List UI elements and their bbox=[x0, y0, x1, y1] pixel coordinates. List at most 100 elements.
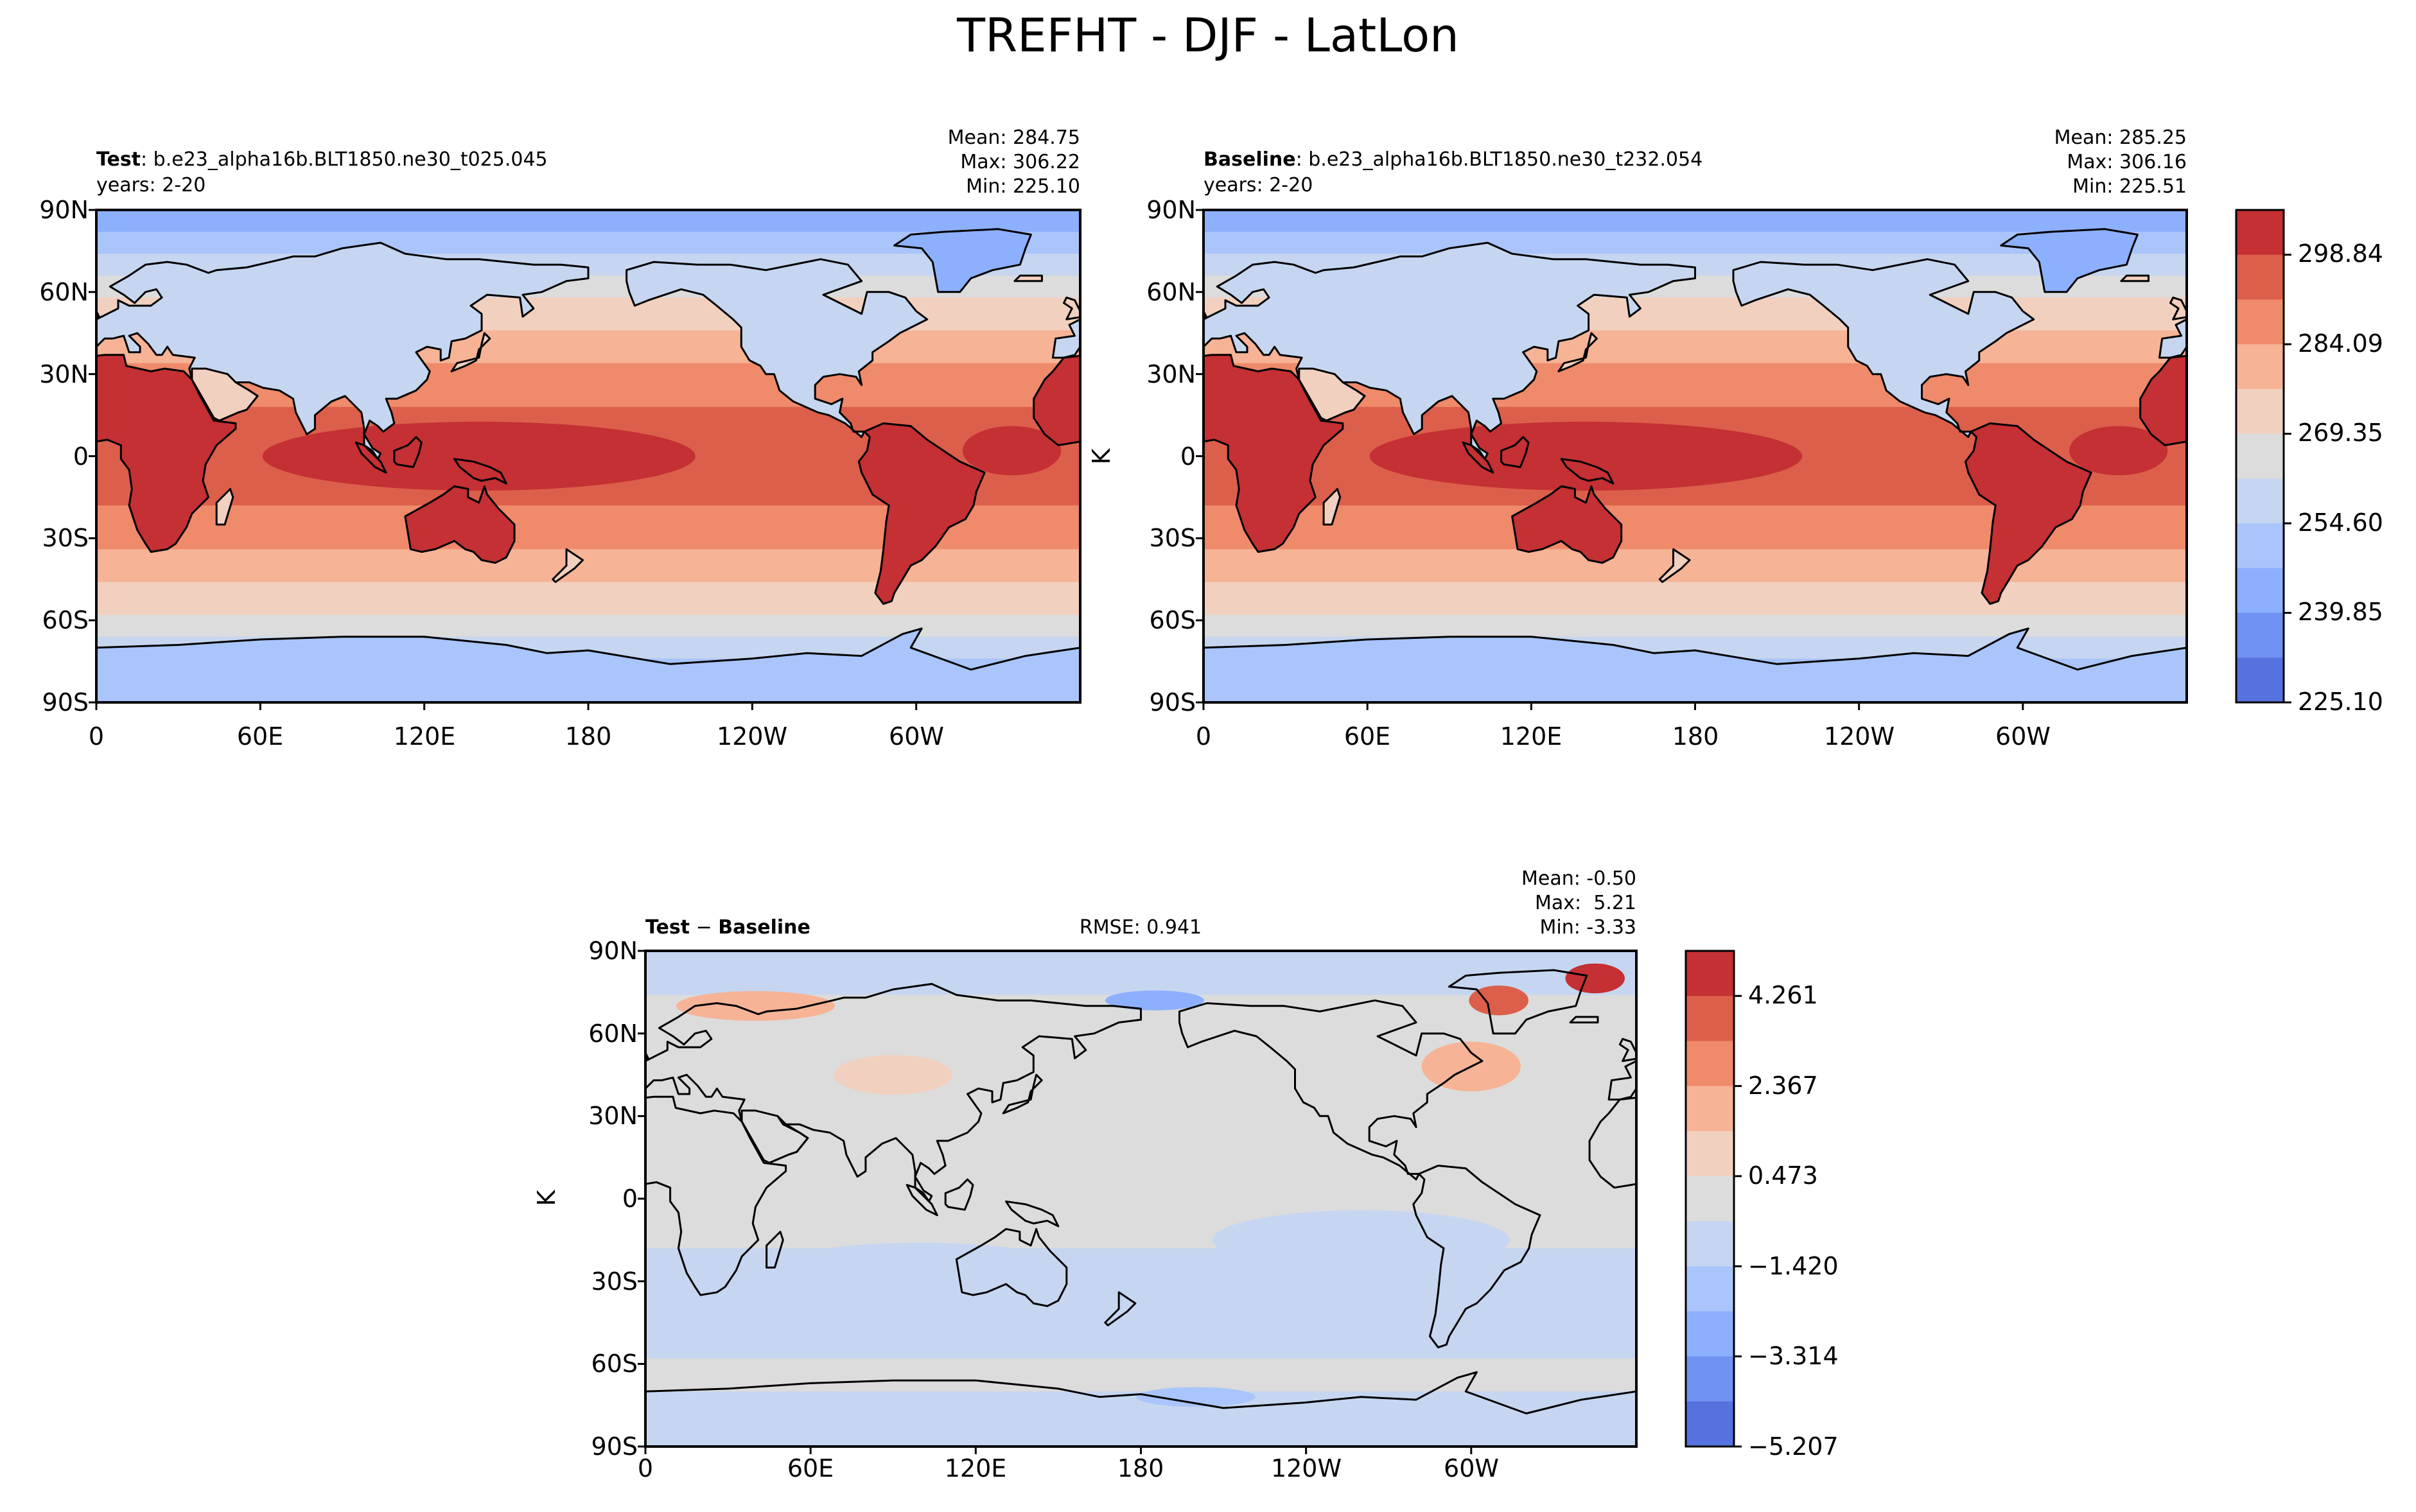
coastline-iceland bbox=[1013, 274, 1043, 282]
atlantic-warm bbox=[2069, 426, 2168, 476]
baseline-xtick-5: 60W bbox=[1995, 722, 2051, 751]
diff-rmse: RMSE: 0.941 bbox=[1080, 916, 1202, 939]
field-band bbox=[645, 1016, 1636, 1029]
baseline-ytick-4: 30S bbox=[1150, 524, 1196, 552]
coastline-arabia-filler bbox=[740, 1109, 809, 1164]
coastline-south-america bbox=[1412, 1165, 1541, 1349]
colorbar-level-10 bbox=[1686, 1401, 1734, 1447]
field-band bbox=[645, 1105, 1636, 1117]
field-band bbox=[645, 951, 1636, 963]
coastline-north-america bbox=[1178, 999, 1484, 1181]
coastline-new-guinea bbox=[453, 458, 507, 485]
field-band bbox=[96, 232, 1080, 244]
baseline-y-ticks: 90N 60N 30N 0 30S 60S 90S bbox=[1146, 196, 1196, 717]
field-band bbox=[645, 1380, 1636, 1393]
colorbar-level-9 bbox=[2236, 613, 2284, 658]
field-band bbox=[645, 973, 1636, 985]
colorbar-difference: 4.261 2.367 0.473 −1.420 −3.314 −5.207 bbox=[1685, 950, 1839, 1461]
colorbar-absolute: 298.84 284.09 269.35 254.60 239.85 225.1… bbox=[2235, 209, 2383, 716]
baseline-label: Baseline: b.e23_alpha16b.BLT1850.ne30_t2… bbox=[1204, 148, 1703, 171]
coastline-new-guinea bbox=[1005, 1200, 1060, 1228]
field-band bbox=[645, 1204, 1636, 1216]
coastline-eurasia-east bbox=[1051, 318, 1080, 359]
test-ytick-0: 90N bbox=[39, 196, 89, 224]
test-ytick-6: 90S bbox=[42, 688, 89, 717]
cbar-abs-label-0: 298.84 bbox=[2298, 239, 2383, 268]
coastline-new-zealand bbox=[1104, 1291, 1137, 1326]
coastline-north-america bbox=[1732, 258, 2035, 439]
diff-mean: Mean: -0.50 bbox=[1521, 867, 1636, 890]
coastline-eurasia-west bbox=[645, 983, 1142, 1203]
coastline-borneo bbox=[944, 1178, 974, 1211]
test-xtick-3: 180 bbox=[565, 722, 612, 751]
field-band bbox=[96, 549, 1080, 561]
cbar-diff-label-3: −1.420 bbox=[1748, 1252, 1839, 1280]
coastline-sumatra bbox=[906, 1184, 938, 1217]
field-band bbox=[96, 483, 1080, 496]
field-band bbox=[645, 1116, 1636, 1128]
coastline-uk-west bbox=[645, 1050, 649, 1060]
baseline-mean: Mean: 285.25 bbox=[2054, 126, 2187, 149]
coastline-greenland bbox=[2000, 228, 2139, 293]
field-band bbox=[645, 1138, 1636, 1150]
coastline-eurasia-east bbox=[2158, 318, 2187, 359]
baseline-label-rest: : b.e23_alpha16b.BLT1850.ne30_t232.054 bbox=[1296, 148, 1703, 171]
anomaly-blob bbox=[1469, 986, 1528, 1016]
field-band bbox=[645, 1193, 1636, 1205]
baseline-xtick-0: 0 bbox=[1196, 722, 1211, 751]
coastline-australia bbox=[1511, 485, 1623, 564]
baseline-ytick-5: 60S bbox=[1150, 606, 1196, 634]
field-band bbox=[645, 1314, 1636, 1326]
test-x-ticks: 0 60E 120E 180 120W 60W bbox=[89, 722, 944, 751]
coastline-north-america bbox=[626, 258, 929, 439]
test-label-rest: : b.e23_alpha16b.BLT1850.ne30_t025.045 bbox=[141, 148, 548, 171]
field-band bbox=[96, 494, 1080, 507]
coastline-africa-east bbox=[2139, 354, 2187, 446]
baseline-xtick-3: 180 bbox=[1672, 722, 1719, 751]
coastline-africa-west bbox=[645, 1095, 787, 1296]
test-label-bold: Test bbox=[96, 148, 141, 171]
warm-pool bbox=[1369, 421, 1803, 491]
coastline-arabia-filler bbox=[191, 367, 259, 422]
cbar-diff-label-2: 0.473 bbox=[1748, 1161, 1818, 1190]
diff-ytick-6: 90S bbox=[591, 1432, 638, 1461]
coastline-new-zealand bbox=[1658, 548, 1691, 583]
diff-xtick-1: 60E bbox=[787, 1454, 834, 1482]
coastline-borneo bbox=[1500, 436, 1530, 468]
field-band bbox=[96, 516, 1080, 528]
coastline-uk-east bbox=[2169, 296, 2187, 320]
coastline-greenland bbox=[1448, 969, 1588, 1035]
cbar-diff-label-5: −5.207 bbox=[1748, 1432, 1839, 1461]
field-band bbox=[1204, 516, 2187, 528]
diff-ytick-4: 30S bbox=[591, 1267, 638, 1296]
test-years: years: 2-20 bbox=[96, 174, 206, 196]
cbar-abs-label-5: 225.10 bbox=[2298, 688, 2383, 716]
coastline-africa-east bbox=[1033, 354, 1080, 446]
field-band bbox=[96, 560, 1080, 572]
colorbar-level-8 bbox=[2236, 568, 2284, 614]
colorbar-level-10 bbox=[2236, 657, 2284, 703]
diff-xtick-5: 60W bbox=[1444, 1454, 1499, 1482]
baseline-ytick-6: 90S bbox=[1150, 688, 1196, 717]
field-band bbox=[645, 1094, 1636, 1106]
field-band bbox=[96, 625, 1080, 638]
field-band bbox=[645, 1336, 1636, 1348]
anomaly-blob bbox=[1136, 1387, 1256, 1407]
colorbar-frame bbox=[1685, 950, 1735, 1448]
baseline-x-ticks: 0 60E 120E 180 120W 60W bbox=[1196, 722, 2051, 751]
baseline-label-bold: Baseline bbox=[1204, 148, 1296, 171]
anomaly-blob bbox=[772, 1242, 1070, 1292]
field-band bbox=[1204, 505, 2187, 517]
field-band bbox=[1204, 483, 2187, 496]
map-field bbox=[645, 951, 1636, 1447]
cbar-abs-label-3: 254.60 bbox=[2298, 508, 2383, 537]
coastline-south-america bbox=[857, 422, 986, 605]
test-ytick-3: 0 bbox=[73, 442, 89, 471]
coastline-madagascar bbox=[215, 488, 234, 526]
coastline-greenland bbox=[893, 228, 1032, 293]
coastline-australia bbox=[404, 485, 516, 564]
coastline-arabia-filler bbox=[1298, 367, 1366, 422]
coastline-japan bbox=[1002, 1073, 1043, 1115]
coastline-africa-west bbox=[1204, 354, 1344, 553]
baseline-xtick-1: 60E bbox=[1344, 722, 1390, 751]
